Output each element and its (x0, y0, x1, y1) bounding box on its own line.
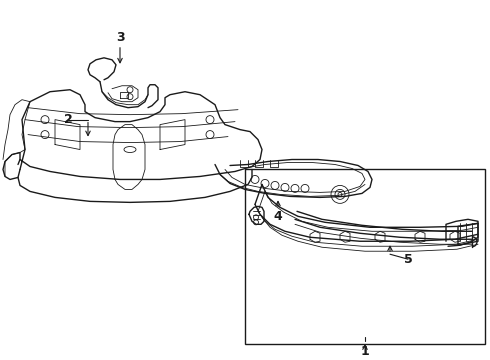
Text: 1: 1 (361, 345, 369, 359)
Text: 3: 3 (116, 31, 124, 44)
Text: 4: 4 (273, 210, 282, 223)
Text: 5: 5 (404, 253, 413, 266)
Bar (245, 170, 485, 344)
Text: 2: 2 (64, 113, 73, 126)
